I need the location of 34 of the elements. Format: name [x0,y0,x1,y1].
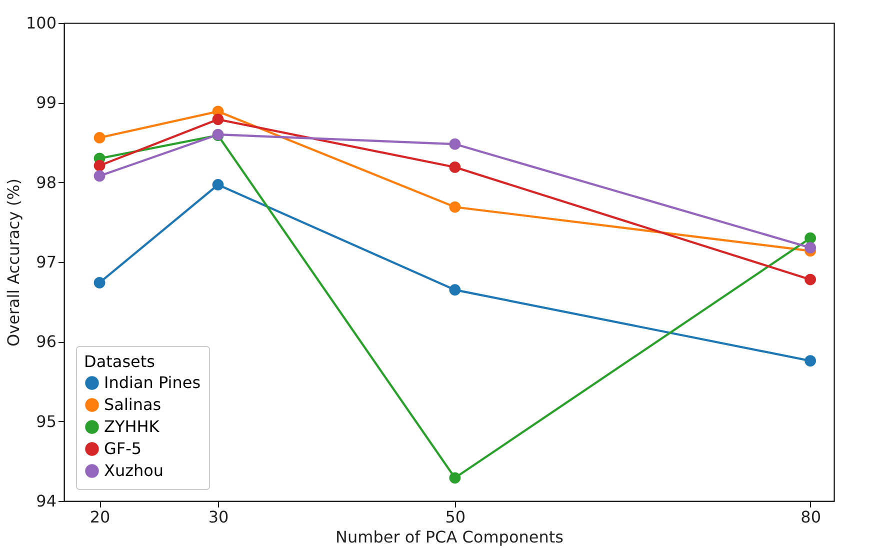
y-tick-label: 99 [36,93,56,112]
x-tick-label: 20 [90,508,110,526]
y-tick-label: 100 [26,14,56,32]
legend-label: Xuzhou [104,461,164,480]
y-tick-label: 96 [36,332,56,352]
point [94,132,106,144]
y-tick-label: 95 [36,412,56,431]
y-tick-label: 94 [36,492,56,510]
legend-label: Indian Pines [104,373,201,392]
point [804,232,816,244]
point [212,179,224,190]
point [94,160,106,172]
point [94,277,106,288]
legend-label: GF-5 [104,439,142,458]
legend-label: ZYHHK [104,417,160,436]
point [449,201,461,213]
point [449,162,461,173]
point [804,274,816,286]
y-tick-label: 98 [36,172,56,192]
point [212,114,224,126]
point [804,355,816,366]
point [449,472,461,484]
legend-label: Salinas [104,395,162,414]
legend-title: Datasets [84,352,155,371]
x-tick-label: 50 [445,508,466,526]
x-tick-label: 80 [800,508,821,526]
x-axis-title: Number of PCA Components [336,528,564,546]
y-tick-label: 97 [36,252,56,272]
point [449,284,461,296]
y-axis-title: Overall Accuracy (%) [4,178,23,347]
point [804,242,816,254]
point [449,138,461,150]
point [94,170,106,182]
x-tick-label: 30 [208,508,229,526]
